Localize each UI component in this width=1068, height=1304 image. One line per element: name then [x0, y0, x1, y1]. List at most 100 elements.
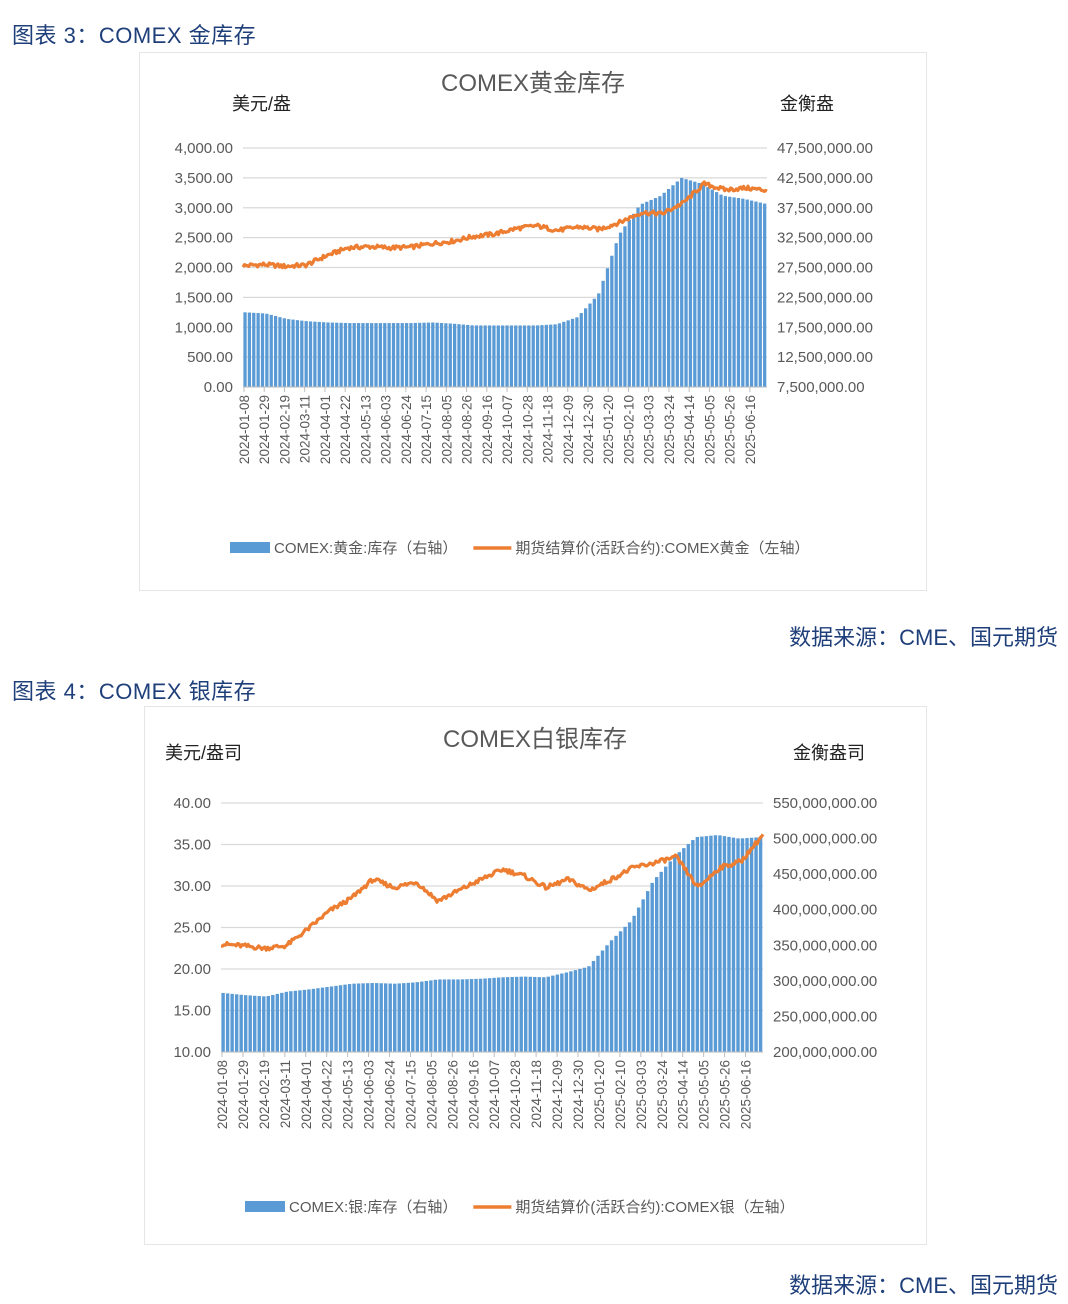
x-tick: 2024-01-08 [215, 1060, 230, 1129]
right-tick: 400,000,000.00 [773, 902, 877, 919]
left-tick: 3,000.00 [175, 200, 233, 217]
x-tick: 2025-01-20 [592, 1060, 607, 1129]
x-tick: 2024-12-09 [561, 395, 576, 464]
x-tick: 2024-12-30 [581, 395, 596, 464]
x-tick: 2024-02-19 [277, 395, 292, 464]
x-tick: 2025-02-10 [613, 1060, 628, 1129]
right-axis-unit: 金衡盎司 [793, 743, 865, 763]
x-tick: 2024-05-13 [341, 1060, 356, 1129]
legend-bar-label: COMEX:银:库存（右轴） [289, 1199, 457, 1216]
right-tick: 27,500,000.00 [777, 260, 873, 277]
x-tick: 2025-05-26 [723, 395, 738, 464]
left-axis-unit: 美元/盎 [232, 94, 291, 114]
x-tick: 2024-07-15 [403, 1060, 418, 1129]
right-tick: 37,500,000.00 [777, 200, 873, 217]
x-tick: 2025-05-05 [702, 395, 717, 464]
x-tick: 2024-09-16 [466, 1060, 481, 1129]
x-tick: 2024-11-18 [529, 1060, 544, 1128]
legend-bar-label: COMEX:黄金:库存（右轴） [274, 540, 457, 557]
right-tick: 42,500,000.00 [777, 170, 873, 187]
figure-4-title: 图表 4：COMEX 银库存 [12, 679, 257, 704]
x-tick: 2024-05-13 [358, 395, 373, 464]
x-tick: 2024-06-24 [399, 395, 414, 465]
x-tick: 2025-06-16 [743, 395, 758, 464]
left-tick: 1,500.00 [175, 289, 233, 306]
x-tick: 2024-04-22 [320, 1060, 335, 1129]
left-tick: 40.00 [173, 795, 211, 812]
right-tick: 350,000,000.00 [773, 937, 877, 954]
right-tick: 12,500,000.00 [777, 349, 873, 366]
x-tick: 2024-10-28 [508, 1060, 523, 1129]
x-tick: 2025-03-24 [662, 395, 677, 465]
silver-chart-panel: COMEX白银库存美元/盎司 金衡盎司 40.00 35.00 30.00 25.00 20… [144, 706, 927, 1245]
left-axis-unit: 美元/盎司 [165, 743, 242, 763]
legend-line-label: 期货结算价(活跃合约):COMEX黄金（左轴） [515, 539, 809, 557]
left-tick: 35.00 [173, 837, 211, 854]
x-tick: 2024-10-07 [487, 1060, 502, 1129]
x-tick: 2024-06-03 [362, 1060, 377, 1129]
x-tick: 2024-07-15 [419, 395, 434, 464]
left-tick: 30.00 [173, 878, 211, 895]
x-tick: 2024-01-29 [236, 1060, 251, 1129]
x-tick: 2024-04-01 [299, 1060, 314, 1129]
right-tick: 250,000,000.00 [773, 1008, 877, 1025]
x-tick: 2025-03-24 [655, 1060, 670, 1130]
left-tick: 20.00 [173, 961, 211, 978]
x-tick: 2025-04-14 [676, 1060, 691, 1130]
x-tick: 2024-01-29 [257, 395, 272, 464]
right-tick: 47,500,000.00 [777, 140, 873, 157]
x-tick: 2024-01-08 [237, 395, 252, 464]
x-tick: 2024-11-18 [541, 395, 556, 463]
right-axis-unit: 金衡盎 [780, 94, 834, 114]
price-line [220, 833, 765, 952]
chart-legend: COMEX:银:库存（右轴） 期货结算价(活跃合约):COMEX银（左轴） [245, 1198, 795, 1216]
figure-4-source: 数据来源：CME、国元期货 [789, 1273, 1058, 1298]
x-tick: 2025-06-16 [739, 1060, 754, 1129]
x-tick: 2024-04-01 [318, 395, 333, 464]
x-tick: 2025-03-03 [634, 1060, 649, 1129]
x-tick: 2024-12-30 [571, 1060, 586, 1129]
chart-legend: COMEX:黄金:库存（右轴） 期货结算价(活跃合约):COMEX黄金（左轴） [230, 539, 810, 557]
legend-bar-swatch [245, 1201, 285, 1212]
left-tick: 2,500.00 [175, 230, 233, 247]
figure-3-source: 数据来源：CME、国元期货 [789, 625, 1058, 650]
legend-bar-swatch [230, 542, 270, 553]
right-tick: 17,500,000.00 [777, 319, 873, 336]
figure-3-title: 图表 3：COMEX 金库存 [12, 23, 257, 48]
x-tick: 2024-08-05 [439, 395, 454, 464]
x-tick: 2024-03-11 [298, 395, 313, 463]
x-tick: 2024-09-16 [480, 395, 495, 464]
legend-line-label: 期货结算价(活跃合约):COMEX银（左轴） [515, 1198, 794, 1216]
right-tick: 450,000,000.00 [773, 866, 877, 883]
right-tick: 7,500,000.00 [777, 379, 865, 396]
x-tick: 2024-12-09 [550, 1060, 565, 1129]
left-tick: 10.00 [173, 1044, 211, 1061]
left-tick: 25.00 [173, 920, 211, 937]
gold-chart-panel: COMEX黄金库存美元/盎 金衡盎 4,000.00 3,500.00 3,000.00… [139, 52, 927, 591]
left-tick: 3,500.00 [175, 170, 233, 187]
x-tick: 2025-05-05 [697, 1060, 712, 1129]
x-tick: 2025-05-26 [718, 1060, 733, 1129]
right-tick: 300,000,000.00 [773, 973, 877, 990]
price-line [241, 180, 768, 270]
x-tick: 2025-01-20 [601, 395, 616, 464]
x-tick: 2024-02-19 [257, 1060, 272, 1129]
inventory-bars [221, 835, 763, 1052]
x-tick: 2025-04-14 [682, 395, 697, 465]
x-tick: 2024-08-26 [460, 395, 475, 464]
x-tick: 2025-03-03 [642, 395, 657, 464]
x-tick: 2024-10-28 [520, 395, 535, 464]
x-tick: 2024-03-11 [278, 1060, 293, 1128]
x-tick: 2025-02-10 [621, 395, 636, 464]
inventory-bars [243, 177, 767, 387]
left-tick: 4,000.00 [175, 140, 233, 157]
chart-title: COMEX白银库存 [443, 726, 627, 753]
right-tick: 22,500,000.00 [777, 289, 873, 306]
chart-title: COMEX黄金库存 [441, 70, 625, 97]
left-tick: 0.00 [204, 379, 233, 396]
left-tick: 1,000.00 [175, 319, 233, 336]
left-tick: 2,000.00 [175, 260, 233, 277]
x-tick: 2024-06-24 [383, 1060, 398, 1130]
